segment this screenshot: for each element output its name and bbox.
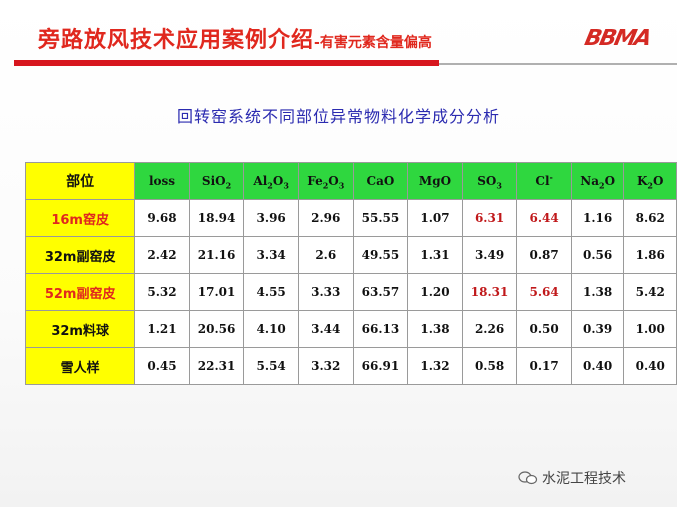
- table-cell: 5.32: [134, 273, 190, 311]
- column-header-cao: CaO: [352, 162, 409, 200]
- table-cell: 0.58: [461, 347, 518, 385]
- table-cell: 1.20: [407, 273, 463, 311]
- table-cell: 3.49: [461, 236, 518, 274]
- table-body: 16m窑皮 9.68 18.94 3.96 2.96 55.55 1.07 6.31 6.44 1…: [24, 199, 677, 385]
- table-cell: 4.10: [243, 310, 299, 348]
- table-cell: 3.33: [297, 273, 354, 311]
- table-cell: 18.94: [188, 199, 245, 237]
- table-cell: 4.55: [243, 273, 299, 311]
- table-cell: 3.32: [297, 347, 354, 385]
- table-cell: 3.44: [297, 310, 354, 348]
- table-cell: 0.56: [570, 236, 625, 274]
- column-header-cl: Cl-: [516, 162, 572, 200]
- wechat-icon: [518, 471, 538, 485]
- watermark: 水泥工程技术: [518, 468, 626, 488]
- table-header-row: 部位 loss SiO2 Al2O3 Fe2O3 CaO MgO SO3 Cl-…: [24, 162, 677, 200]
- table-cell: 1.21: [134, 310, 190, 348]
- column-header-sio2: SiO2: [188, 162, 245, 200]
- column-header-fe2o3: Fe2O3: [297, 162, 354, 200]
- column-header-so3: SO3: [461, 162, 518, 200]
- table-cell: 8.62: [623, 199, 677, 237]
- table-cell: 49.55: [352, 236, 409, 274]
- table-cell: 0.87: [516, 236, 572, 274]
- slide-title: 旁路放风技术应用案例介绍-有害元素含量偏高: [38, 22, 432, 54]
- table-cell: 0.39: [570, 310, 625, 348]
- column-header-k2o: K2O: [623, 162, 677, 200]
- row-label: 雪人样: [24, 347, 136, 385]
- table-cell: 66.91: [352, 347, 409, 385]
- header-grey-rule: [439, 63, 677, 65]
- table-cell: 6.44: [516, 199, 572, 237]
- row-label: 52m副窑皮: [24, 273, 136, 311]
- table-cell: 6.31: [461, 199, 518, 237]
- table-cell: 0.40: [623, 347, 677, 385]
- table-cell: 2.96: [297, 199, 354, 237]
- table-cell: 21.16: [188, 236, 245, 274]
- row-label: 32m料球: [24, 310, 136, 348]
- table-cell: 0.50: [516, 310, 572, 348]
- table-cell: 63.57: [352, 273, 409, 311]
- row-label: 32m副窑皮: [24, 236, 136, 274]
- table-cell: 1.31: [407, 236, 463, 274]
- table-cell: 3.34: [243, 236, 299, 274]
- row-label: 16m窑皮: [24, 199, 136, 237]
- table-cell: 18.31: [461, 273, 518, 311]
- table-cell: 1.38: [407, 310, 463, 348]
- table-cell: 20.56: [188, 310, 245, 348]
- table-cell: 1.07: [407, 199, 463, 237]
- column-header-al2o3: Al2O3: [243, 162, 299, 200]
- table-cell: 9.68: [134, 199, 190, 237]
- header-red-rule: [14, 60, 439, 66]
- table-row: 32m副窑皮 2.42 21.16 3.34 2.6 49.55 1.31 3.49 0.87 0…: [24, 236, 677, 274]
- composition-table: 部位 loss SiO2 Al2O3 Fe2O3 CaO MgO SO3 Cl-…: [24, 162, 677, 385]
- table-cell: 2.42: [134, 236, 190, 274]
- column-header-mgo: MgO: [407, 162, 463, 200]
- table-cell: 1.16: [570, 199, 625, 237]
- table-row: 雪人样 0.45 22.31 5.54 3.32 66.91 1.32 0.58 0.17 0.4…: [24, 347, 677, 385]
- table-cell: 3.96: [243, 199, 299, 237]
- table-cell: 55.55: [352, 199, 409, 237]
- table-cell: 1.86: [623, 236, 677, 274]
- table-title: 回转窑系统不同部位异常物料化学成分分析: [176, 107, 500, 126]
- table-cell: 0.40: [570, 347, 625, 385]
- table-cell: 2.26: [461, 310, 518, 348]
- table-cell: 1.38: [570, 273, 625, 311]
- slide-header: 旁路放风技术应用案例介绍-有害元素含量偏高 BBMA: [0, 0, 677, 80]
- table-cell: 5.54: [243, 347, 299, 385]
- table-cell: 17.01: [188, 273, 245, 311]
- watermark-text: 水泥工程技术: [542, 471, 626, 487]
- table-cell: 1.00: [623, 310, 677, 348]
- table-cell: 66.13: [352, 310, 409, 348]
- column-header-loss: loss: [134, 162, 190, 200]
- table-row: 52m副窑皮 5.32 17.01 4.55 3.33 63.57 1.20 18.31 5.6…: [24, 273, 677, 311]
- title-main: 旁路放风技术应用案例介绍: [38, 28, 315, 53]
- table-cell: 5.64: [516, 273, 572, 311]
- table-cell: 0.17: [516, 347, 572, 385]
- table-cell: 1.32: [407, 347, 463, 385]
- table-cell: 0.45: [134, 347, 190, 385]
- table-cell: 22.31: [188, 347, 245, 385]
- column-header-na2o: Na2O: [570, 162, 625, 200]
- corner-header: 部位: [24, 162, 136, 200]
- table-row: 16m窑皮 9.68 18.94 3.96 2.96 55.55 1.07 6.31 6.44 1…: [24, 199, 677, 237]
- bbma-logo: BBMA: [582, 26, 653, 51]
- table-cell: 5.42: [623, 273, 677, 311]
- title-subtitle: -有害元素含量偏高: [314, 35, 432, 51]
- table-cell: 2.6: [297, 236, 354, 274]
- table-row: 32m料球 1.21 20.56 4.10 3.44 66.13 1.38 2.26 0.50 0…: [24, 310, 677, 348]
